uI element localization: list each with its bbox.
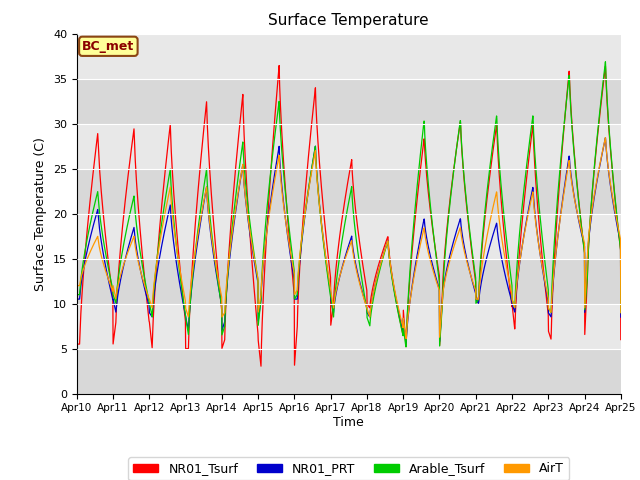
AirT	[584, 240, 592, 246]
Arable_Tsurf	[73, 292, 81, 298]
Arable_Tsurf	[507, 275, 515, 280]
Y-axis label: Surface Temperature (C): Surface Temperature (C)	[35, 137, 47, 290]
NR01_Tsurf	[377, 255, 385, 261]
NR01_Tsurf	[584, 249, 592, 254]
NR01_Tsurf	[617, 336, 625, 342]
AirT	[569, 187, 577, 193]
NR01_PRT	[225, 267, 232, 273]
Line: NR01_Tsurf: NR01_Tsurf	[77, 66, 621, 366]
AirT	[602, 135, 609, 141]
NR01_PRT	[376, 263, 384, 268]
Arable_Tsurf	[376, 265, 384, 271]
AirT	[376, 263, 384, 268]
Bar	[77, 123, 621, 168]
NR01_Tsurf	[225, 256, 232, 262]
Bar	[77, 303, 621, 348]
AirT	[225, 261, 232, 266]
Bar	[77, 348, 621, 394]
Bar	[77, 168, 621, 214]
Arable_Tsurf	[602, 59, 609, 65]
Bar	[77, 79, 621, 123]
NR01_Tsurf	[570, 137, 577, 143]
NR01_PRT	[365, 312, 372, 318]
Text: BC_met: BC_met	[82, 40, 134, 53]
AirT	[73, 283, 81, 288]
NR01_PRT	[602, 135, 609, 141]
NR01_PRT	[617, 314, 625, 320]
Line: Arable_Tsurf: Arable_Tsurf	[77, 62, 621, 347]
NR01_Tsurf	[508, 297, 515, 303]
AirT	[365, 310, 372, 315]
AirT	[403, 336, 410, 341]
NR01_Tsurf	[275, 63, 283, 69]
Arable_Tsurf	[569, 137, 577, 143]
NR01_Tsurf	[257, 363, 265, 369]
Line: NR01_PRT: NR01_PRT	[77, 138, 621, 343]
NR01_PRT	[73, 296, 81, 302]
NR01_PRT	[569, 186, 577, 192]
Bar	[77, 34, 621, 79]
Arable_Tsurf	[225, 263, 232, 268]
X-axis label: Time: Time	[333, 416, 364, 429]
NR01_PRT	[403, 340, 410, 346]
Arable_Tsurf	[617, 310, 625, 315]
Bar	[77, 214, 621, 259]
Arable_Tsurf	[584, 253, 592, 259]
Arable_Tsurf	[402, 344, 410, 350]
NR01_PRT	[584, 244, 592, 250]
AirT	[617, 310, 625, 315]
Bar	[77, 259, 621, 303]
NR01_PRT	[507, 296, 515, 301]
Line: AirT: AirT	[77, 138, 621, 338]
NR01_Tsurf	[73, 341, 81, 347]
Title: Surface Temperature: Surface Temperature	[269, 13, 429, 28]
AirT	[507, 287, 515, 292]
Legend: NR01_Tsurf, NR01_PRT, Arable_Tsurf, AirT: NR01_Tsurf, NR01_PRT, Arable_Tsurf, AirT	[129, 457, 569, 480]
NR01_Tsurf	[365, 304, 372, 310]
Arable_Tsurf	[365, 319, 372, 324]
